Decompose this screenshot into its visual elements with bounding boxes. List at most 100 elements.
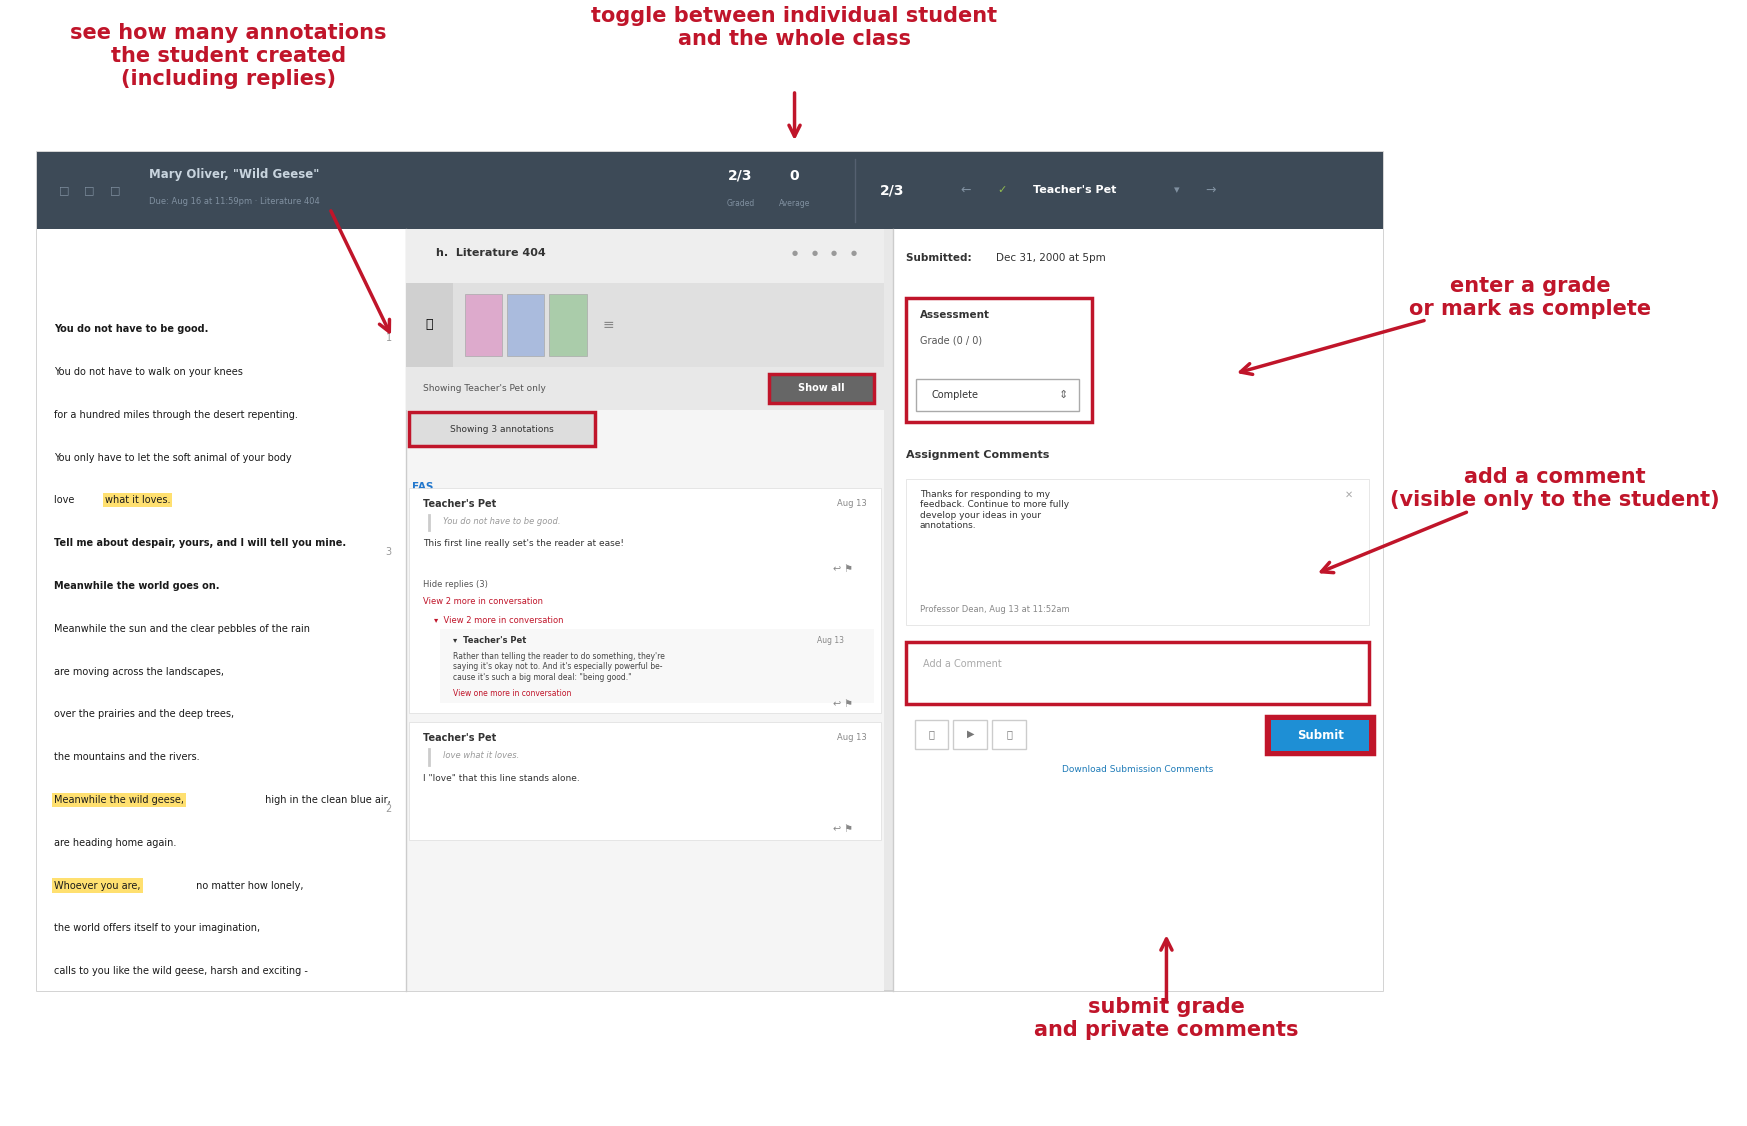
Bar	[954, 720, 987, 749]
Text: Thanks for responding to my
feedback. Continue to more fully
develop your ideas : Thanks for responding to my feedback. Co…	[919, 490, 1069, 530]
Text: ▶: ▶	[966, 730, 975, 739]
Bar	[409, 722, 880, 840]
Text: Add a Comment: Add a Comment	[922, 659, 1001, 669]
Text: love what it loves.: love what it loves.	[444, 751, 519, 760]
Text: enter a grade
or mark as complete: enter a grade or mark as complete	[1408, 276, 1651, 319]
Text: Meanwhile the sun and the clear pebbles of the rain: Meanwhile the sun and the clear pebbles …	[54, 624, 311, 634]
Text: high in the clean blue air,: high in the clean blue air,	[262, 795, 391, 805]
Bar	[405, 229, 884, 283]
Text: Showing Teacher's Pet only: Showing Teacher's Pet only	[423, 384, 545, 393]
FancyBboxPatch shape	[409, 412, 596, 446]
Text: 🔊: 🔊	[1006, 730, 1012, 739]
Text: 📎: 📎	[928, 730, 935, 739]
Bar	[405, 367, 884, 410]
Text: Due: Aug 16 at 11:59pm · Literature 404: Due: Aug 16 at 11:59pm · Literature 404	[148, 197, 320, 206]
Text: Showing 3 annotations: Showing 3 annotations	[451, 425, 554, 434]
Text: 👁: 👁	[426, 319, 433, 331]
Text: View one more in conversation: View one more in conversation	[452, 689, 571, 698]
Text: ⇕: ⇕	[1059, 391, 1067, 400]
Bar	[440, 629, 874, 703]
FancyBboxPatch shape	[1272, 720, 1370, 751]
Text: Submitted:: Submitted:	[907, 253, 975, 263]
Text: You do not have to be good.: You do not have to be good.	[54, 324, 208, 334]
Text: Meanwhile the world goes on.: Meanwhile the world goes on.	[54, 581, 220, 591]
FancyBboxPatch shape	[769, 374, 874, 403]
Text: □: □	[59, 186, 70, 195]
Text: are moving across the landscapes,: are moving across the landscapes,	[54, 667, 224, 677]
Text: Complete: Complete	[931, 391, 978, 400]
Text: submit grade
and private comments: submit grade and private comments	[1034, 997, 1298, 1039]
Text: ↩ ⚑: ↩ ⚑	[833, 824, 854, 834]
Text: Whoever you are,: Whoever you are,	[54, 881, 140, 891]
Text: Teacher's Pet: Teacher's Pet	[423, 733, 496, 743]
Text: no matter how lonely,: no matter how lonely,	[192, 881, 304, 891]
Text: 0: 0	[790, 169, 800, 182]
Bar	[549, 294, 587, 356]
Text: This first line really set's the reader at ease!: This first line really set's the reader …	[423, 539, 624, 548]
Text: ↩ ⚑: ↩ ⚑	[833, 699, 854, 709]
Text: Dec 31, 2000 at 5pm: Dec 31, 2000 at 5pm	[996, 253, 1106, 263]
Bar	[907, 479, 1370, 625]
Text: ▾  Teacher's Pet: ▾ Teacher's Pet	[452, 636, 526, 645]
Text: over the prairies and the deep trees,: over the prairies and the deep trees,	[54, 709, 234, 720]
Text: Aug 13: Aug 13	[837, 733, 867, 742]
Text: Submit: Submit	[1296, 729, 1343, 742]
Bar	[409, 488, 880, 713]
Text: ●: ●	[851, 250, 856, 256]
Text: add a comment
(visible only to the student): add a comment (visible only to the stude…	[1391, 467, 1721, 510]
Text: Aug 13: Aug 13	[816, 636, 844, 645]
Text: ●: ●	[812, 250, 818, 256]
Text: ●: ●	[791, 250, 798, 256]
Bar	[992, 720, 1025, 749]
Bar	[405, 229, 884, 991]
Text: toggle between individual student
and the whole class: toggle between individual student and th…	[592, 6, 998, 48]
Text: 2: 2	[386, 804, 391, 814]
Text: ✓: ✓	[998, 186, 1008, 195]
Text: Graded: Graded	[727, 199, 755, 208]
Text: the world offers itself to your imagination,: the world offers itself to your imaginat…	[54, 923, 260, 933]
Text: 1: 1	[386, 333, 391, 343]
FancyBboxPatch shape	[907, 298, 1092, 422]
Bar	[507, 294, 545, 356]
Text: ←: ←	[961, 184, 971, 197]
Text: Professor Dean, Aug 13 at 11:52am: Professor Dean, Aug 13 at 11:52am	[919, 605, 1069, 614]
Text: for a hundred miles through the desert repenting.: for a hundred miles through the desert r…	[54, 410, 299, 420]
Text: □: □	[110, 186, 121, 195]
Bar	[893, 229, 1384, 991]
Text: I "love" that this line stands alone.: I "love" that this line stands alone.	[423, 774, 580, 783]
Text: Assignment Comments: Assignment Comments	[907, 450, 1050, 461]
Text: Teacher's Pet: Teacher's Pet	[423, 499, 496, 509]
Text: are heading home again.: are heading home again.	[54, 838, 176, 848]
FancyBboxPatch shape	[1267, 716, 1375, 754]
Text: □: □	[84, 186, 94, 195]
Text: ↩ ⚑: ↩ ⚑	[833, 564, 854, 574]
Text: Download Submission Comments: Download Submission Comments	[1062, 765, 1214, 774]
Text: Aug 13: Aug 13	[837, 499, 867, 508]
Text: Rather than telling the reader to do something, they're
saying it's okay not to.: Rather than telling the reader to do som…	[452, 652, 666, 681]
Text: the mountains and the rivers.: the mountains and the rivers.	[54, 752, 199, 762]
Text: Hide replies (3): Hide replies (3)	[423, 580, 487, 589]
Text: 2/3: 2/3	[728, 169, 753, 182]
Text: You do not have to be good.: You do not have to be good.	[444, 517, 561, 526]
Text: Assessment: Assessment	[919, 310, 989, 320]
Text: Tell me about despair, yours, and I will tell you mine.: Tell me about despair, yours, and I will…	[54, 538, 346, 548]
Text: You do not have to walk on your knees: You do not have to walk on your knees	[54, 367, 243, 377]
Text: ≡: ≡	[603, 318, 615, 332]
Text: Show all: Show all	[798, 384, 846, 393]
Bar	[405, 283, 452, 367]
Text: ▾: ▾	[1174, 186, 1179, 195]
Text: Mary Oliver, "Wild Geese": Mary Oliver, "Wild Geese"	[148, 168, 320, 181]
Bar	[405, 283, 884, 367]
Text: calls to you like the wild geese, harsh and exciting -: calls to you like the wild geese, harsh …	[54, 966, 307, 976]
Text: love: love	[54, 495, 77, 506]
FancyBboxPatch shape	[915, 379, 1078, 411]
Text: →: →	[1205, 184, 1216, 197]
Text: Teacher's Pet: Teacher's Pet	[1034, 186, 1116, 195]
Text: ●: ●	[830, 250, 837, 256]
Bar	[37, 152, 1384, 991]
Text: Average: Average	[779, 199, 811, 208]
Text: ✕: ✕	[1343, 490, 1352, 500]
Text: 3: 3	[386, 547, 391, 557]
Text: FAS: FAS	[412, 482, 433, 492]
Text: see how many annotations
the student created
(including replies): see how many annotations the student cre…	[70, 23, 386, 89]
